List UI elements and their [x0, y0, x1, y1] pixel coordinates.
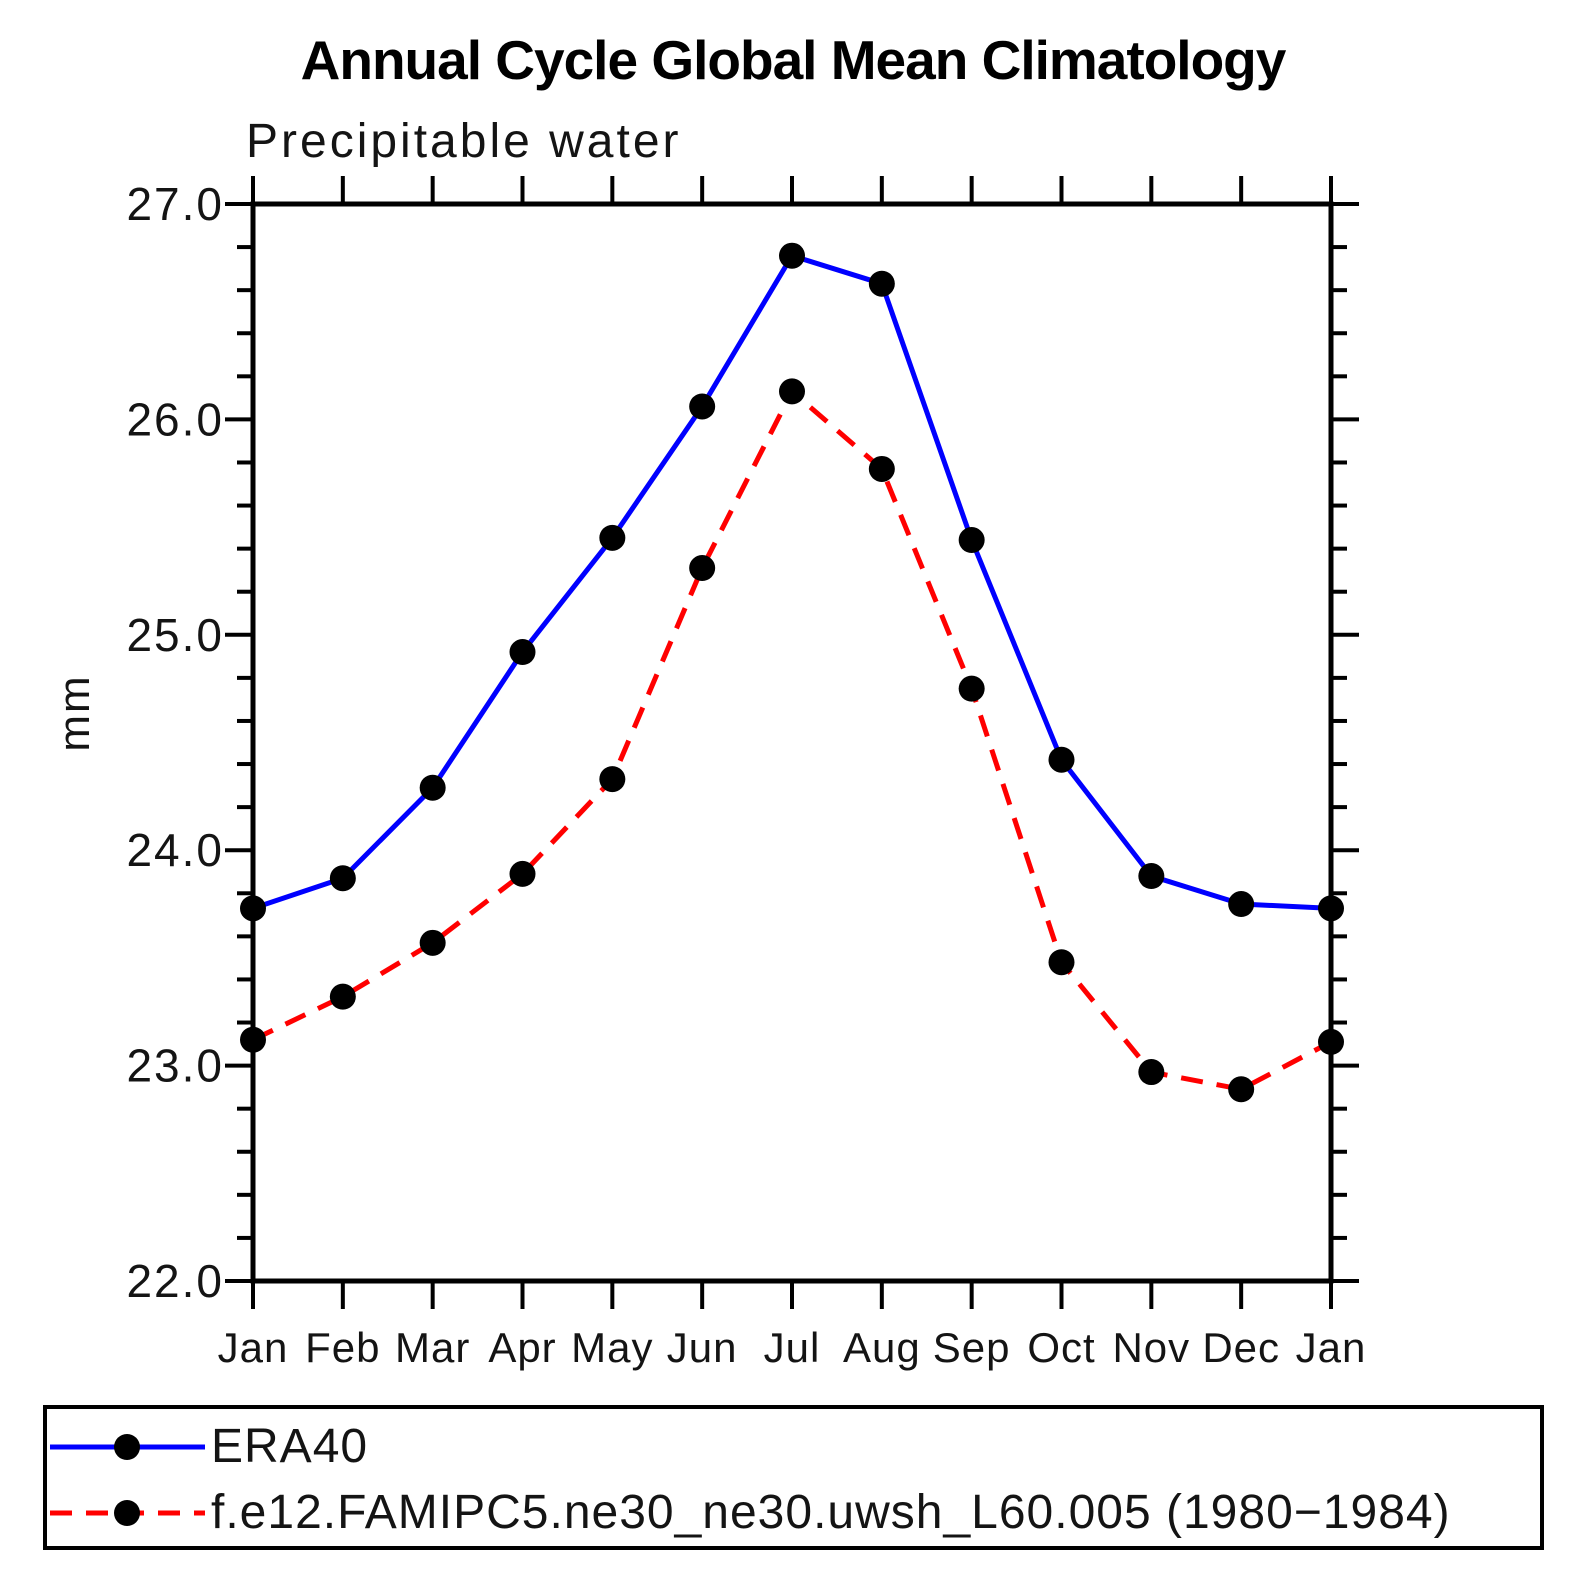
svg-text:May: May: [571, 1324, 653, 1371]
axis-frame: [250, 201, 1334, 1284]
axis-tick-labels: Jan Feb Mar Apr May Jun Jul Aug Sep Oct Nov Dec Jan 2…: [126, 178, 1367, 1371]
axis-ticks: [225, 176, 1359, 1309]
era40-line-sample: [50, 1434, 205, 1460]
svg-text:Nov: Nov: [1112, 1324, 1190, 1371]
svg-text:Jun: Jun: [667, 1324, 738, 1371]
svg-text:Jan: Jan: [1296, 1324, 1367, 1371]
svg-text:Apr: Apr: [488, 1324, 556, 1371]
svg-text:24.0: 24.0: [126, 824, 224, 876]
svg-text:22.0: 22.0: [126, 1255, 224, 1307]
chart-title: Annual Cycle Global Mean Climatology: [300, 29, 1287, 91]
svg-text:Oct: Oct: [1027, 1324, 1095, 1371]
svg-text:Aug: Aug: [843, 1324, 921, 1371]
legend-row-era40: ERA40: [49, 1423, 368, 1471]
model-line-sample: [50, 1500, 205, 1526]
legend-label-era40: ERA40: [211, 1420, 369, 1473]
svg-text:Sep: Sep: [933, 1324, 1011, 1371]
svg-text:25.0: 25.0: [126, 609, 224, 661]
svg-text:Mar: Mar: [395, 1324, 470, 1371]
legend-box: ERA40 f.e12.FAMIPC5.ne30_ne30.uwsh_L60.0…: [43, 1405, 1544, 1550]
svg-text:Jan: Jan: [218, 1324, 289, 1371]
svg-text:Dec: Dec: [1202, 1324, 1280, 1371]
chart-subtitle: Precipitable water: [246, 115, 682, 168]
legend-label-model: f.e12.FAMIPC5.ne30_ne30.uwsh_L60.005 (19…: [211, 1486, 1451, 1539]
svg-text:Feb: Feb: [305, 1324, 380, 1371]
svg-text:26.0: 26.0: [126, 393, 224, 445]
svg-text:23.0: 23.0: [126, 1040, 224, 1092]
svg-text:27.0: 27.0: [126, 178, 224, 230]
legend-row-model: f.e12.FAMIPC5.ne30_ne30.uwsh_L60.005 (19…: [49, 1489, 1451, 1537]
svg-text:Jul: Jul: [764, 1324, 821, 1371]
data-point-markers: [240, 242, 1344, 1103]
